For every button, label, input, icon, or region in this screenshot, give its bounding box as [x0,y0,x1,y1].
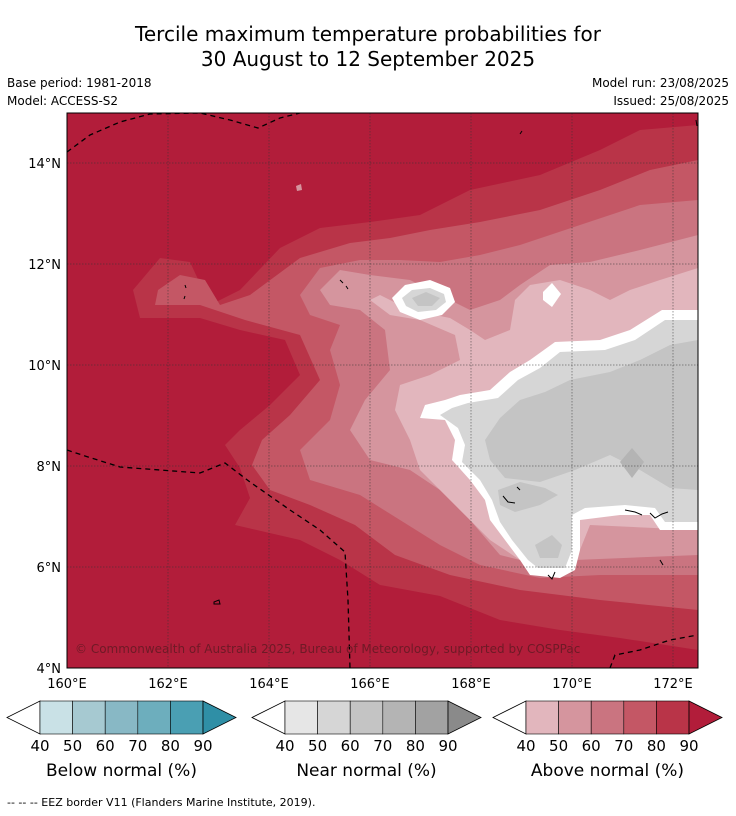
graticule [67,113,698,668]
colorbar-below-cell-50 [72,700,106,735]
colorbar-near-cell-70 [382,700,416,735]
colorbar-below-tick-60: 60 [96,737,115,755]
near-normal-region-50b [498,482,558,512]
legend-title-below: Below normal (%) [46,761,197,781]
latitude-labels: 14°N 12°N 10°N 8°N 6°N 4°N [28,157,61,677]
colorbar-above-tick-90: 90 [679,737,698,755]
colorbar-near-cell-80 [415,700,449,735]
legend-title-above: Above normal (%) [530,761,685,781]
colorbar-above-cell-60 [590,700,625,735]
near-normal-spot [543,283,561,307]
near-normal-island-50 [412,292,440,306]
colorbar-near-cell-50 [317,700,351,735]
colorbar-near: 40 50 60 70 80 90 [251,700,482,755]
copyright-text: © Commonwealth of Australia 2025, Bureau… [75,642,580,656]
legends: 40 50 60 70 80 90 40 50 60 70 80 90 40 50 60 70 80 90 [6,700,723,755]
base-period: Base period: 1981-2018 [7,76,152,90]
lat-label-12: 12°N [28,258,61,273]
eez-borders [67,113,698,668]
lon-label-170: 170°E [552,677,592,692]
colorbar-near-tick-70: 70 [373,737,392,755]
probability-field [67,113,698,668]
above-50-spot [296,184,302,191]
colorbar-near-high-extend [447,700,482,735]
colorbar-above-cell-70 [623,700,657,735]
meta-right: Model run: 23/08/2025 Issued: 25/08/2025 [592,74,729,110]
colorbar-below-tick-80: 80 [161,737,180,755]
lon-label-172: 172°E [653,677,693,692]
colorbar-above-cell-50 [558,700,592,735]
lon-label-164: 164°E [249,677,289,692]
colorbar-near-tick-50: 50 [308,737,327,755]
longitude-labels: 160°E 162°E 164°E 166°E 168°E 170°E 172°… [47,677,693,692]
title-line-1: Tercile maximum temperature probabilitie… [135,22,601,46]
map-frame [66,112,699,669]
colorbar-near-tick-60: 60 [341,737,360,755]
lat-label-6: 6°N [37,561,62,576]
colorbar-above-tick-80: 80 [647,737,666,755]
colorbar-near-cell-40 [284,700,318,735]
issued-date: Issued: 25/08/2025 [613,94,729,108]
meta-left: Base period: 1981-2018 Model: ACCESS-S2 [7,74,152,110]
model-name: Model: ACCESS-S2 [7,94,119,108]
colorbar-above-cell-80 [656,700,690,735]
legend-title-near: Near normal (%) [296,761,437,781]
near-normal-region-60 [620,448,644,478]
lat-label-14: 14°N [28,157,61,172]
lat-label-4: 4°N [37,662,62,677]
model-run: Model run: 23/08/2025 [591,76,729,90]
lon-label-166: 166°E [350,677,390,692]
colorbar-near-tick-90: 90 [438,737,457,755]
colorbar-below-cell-70 [137,700,171,735]
lon-label-162: 162°E [148,677,188,692]
lat-label-8: 8°N [37,460,62,475]
colorbar-above-tick-70: 70 [614,737,633,755]
colorbar-above-high-extend [688,700,723,735]
colorbar-above-tick-40: 40 [516,737,535,755]
colorbar-near-tick-80: 80 [406,737,425,755]
colorbar-below-tick-70: 70 [128,737,147,755]
colorbar-above-tick-60: 60 [582,737,601,755]
colorbar-below-high-extend [202,700,237,735]
colorbar-above-cell-40 [525,700,559,735]
colorbar-below-tick-40: 40 [30,737,49,755]
lat-label-10: 10°N [28,359,61,374]
colorbar-below-low-extend [6,700,41,735]
map-title: Tercile maximum temperature probabilitie… [0,22,736,72]
colorbar-below-cell-80 [170,700,204,735]
islands [183,119,698,605]
eez-footnote: -- -- -- EEZ border V11 (Flanders Marine… [7,796,316,809]
lon-label-168: 168°E [451,677,491,692]
colorbar-above-tick-50: 50 [549,737,568,755]
colorbar-below: 40 50 60 70 80 90 [6,700,237,755]
colorbar-above: 40 50 60 70 80 90 [492,700,723,755]
colorbar-below-cell-60 [104,700,139,735]
colorbar-near-low-extend [251,700,286,735]
near-normal-region-50c [535,535,562,558]
colorbar-near-tick-40: 40 [275,737,294,755]
title-line-2: 30 August to 12 September 2025 [200,47,536,71]
colorbar-below-cell-40 [39,700,73,735]
colorbar-below-tick-90: 90 [193,737,212,755]
near-normal-region-50 [485,340,698,490]
colorbar-below-tick-50: 50 [63,737,82,755]
lon-label-160: 160°E [47,677,87,692]
colorbar-near-cell-60 [349,700,384,735]
colorbar-above-low-extend [492,700,527,735]
